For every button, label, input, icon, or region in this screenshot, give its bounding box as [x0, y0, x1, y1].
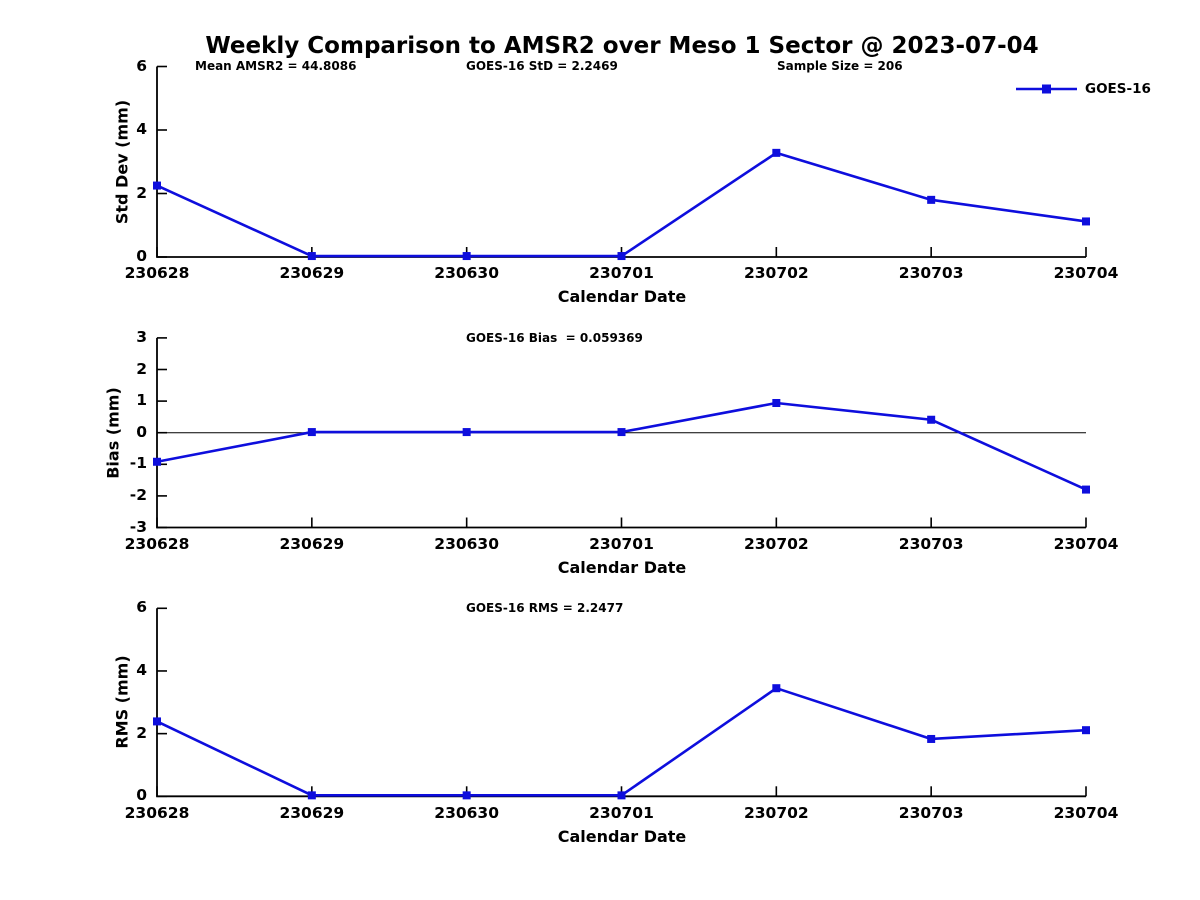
y-tick-label: 2	[136, 359, 147, 378]
chart-rms-graphics	[153, 607, 1090, 800]
x-axis-label-std-dev: Calendar Date	[557, 287, 687, 306]
figure-title: Weekly Comparison to AMSR2 over Meso 1 S…	[205, 33, 1039, 59]
x-tick-label: 230704	[1053, 535, 1119, 553]
y-tick-label: 4	[136, 120, 147, 138]
series-goes-16-markers	[153, 684, 1090, 800]
data-point-marker	[617, 791, 626, 800]
y-tick-label: -1	[129, 454, 147, 473]
annotation-mean-amsr2: Mean AMSR2 = 44.8086	[195, 59, 357, 73]
data-point-marker	[617, 252, 626, 261]
x-tick-label: 230704	[1053, 804, 1119, 822]
data-point-marker	[1082, 726, 1090, 735]
data-point-marker	[617, 428, 626, 437]
data-point-marker	[153, 181, 161, 190]
x-tick-label: 230628	[124, 535, 190, 553]
y-axis-label-std-dev: Std Dev (mm)	[112, 99, 132, 225]
legend-label: GOES-16	[1085, 81, 1151, 97]
y-tick-label: -3	[129, 517, 147, 536]
series-goes-16-markers	[153, 148, 1090, 261]
data-point-marker	[1082, 217, 1090, 226]
y-tick-label: 2	[136, 723, 147, 742]
chart-bias-graphics	[153, 337, 1090, 529]
x-tick-label: 230701	[589, 804, 654, 822]
chart-std-dev-graphics	[153, 65, 1090, 261]
data-point-marker	[153, 717, 161, 726]
data-point-marker	[462, 428, 471, 437]
x-tick-label: 230703	[898, 535, 964, 553]
data-point-marker	[927, 734, 936, 743]
x-axis-label-bias: Calendar Date	[557, 558, 687, 577]
legend	[1016, 84, 1077, 94]
x-tick-label: 230701	[589, 535, 654, 553]
x-tick-label: 230704	[1053, 264, 1119, 282]
data-point-marker	[772, 398, 781, 407]
series-goes-16-line	[156, 401, 1087, 491]
x-tick-label: 230628	[124, 804, 190, 822]
series-goes-16-markers	[153, 398, 1090, 494]
data-point-marker	[462, 252, 471, 261]
axes-spines	[156, 608, 1086, 798]
x-axis-label-rms: Calendar Date	[557, 827, 687, 846]
annotation-goes16-rms: GOES-16 RMS = 2.2477	[466, 601, 624, 615]
y-tick-label: 4	[136, 660, 147, 679]
y-tick-label: 1	[136, 391, 147, 410]
legend-marker	[1042, 84, 1051, 94]
y-tick-label: 6	[136, 56, 147, 75]
y-tick-label: 0	[136, 247, 147, 265]
data-point-marker	[153, 457, 161, 466]
x-tick-label: 230630	[434, 804, 500, 822]
annotation-goes16-bias: GOES-16 Bias = 0.059369	[466, 331, 643, 345]
data-point-marker	[927, 415, 936, 424]
data-point-marker	[307, 791, 316, 800]
axes-spines	[156, 66, 1086, 258]
x-tick-label: 230703	[898, 804, 964, 822]
x-tick-label: 230703	[898, 264, 964, 282]
data-point-marker	[772, 148, 781, 157]
data-point-marker	[1082, 485, 1090, 494]
y-tick-label: 6	[136, 598, 147, 617]
y-tick-label: -2	[129, 485, 147, 504]
x-tick-label: 230629	[279, 535, 345, 553]
x-tick-label: 230628	[124, 264, 190, 282]
x-tick-label: 230702	[743, 804, 809, 822]
y-tick-label: 0	[136, 786, 147, 805]
x-tick-label: 230702	[743, 264, 809, 282]
y-tick-label: 2	[136, 183, 147, 202]
data-point-marker	[307, 428, 316, 437]
data-point-marker	[927, 195, 936, 204]
data-point-marker	[772, 684, 781, 693]
y-tick-label: 0	[136, 422, 147, 441]
x-tick-label: 230702	[743, 535, 809, 553]
x-tick-label: 230629	[279, 264, 345, 282]
x-tick-label: 230630	[434, 264, 500, 282]
y-tick-label: 3	[136, 327, 147, 346]
x-tick-label: 230629	[279, 804, 345, 822]
data-point-marker	[307, 252, 316, 261]
annotation-goes16-std: GOES-16 StD = 2.2469	[466, 59, 618, 73]
x-tick-label: 230630	[434, 535, 500, 553]
data-point-marker	[462, 791, 471, 800]
x-tick-label: 230701	[589, 264, 654, 282]
series-goes-16-line	[156, 151, 1087, 258]
annotation-sample-size: Sample Size = 206	[777, 59, 903, 73]
series-goes-16-line	[156, 686, 1087, 797]
